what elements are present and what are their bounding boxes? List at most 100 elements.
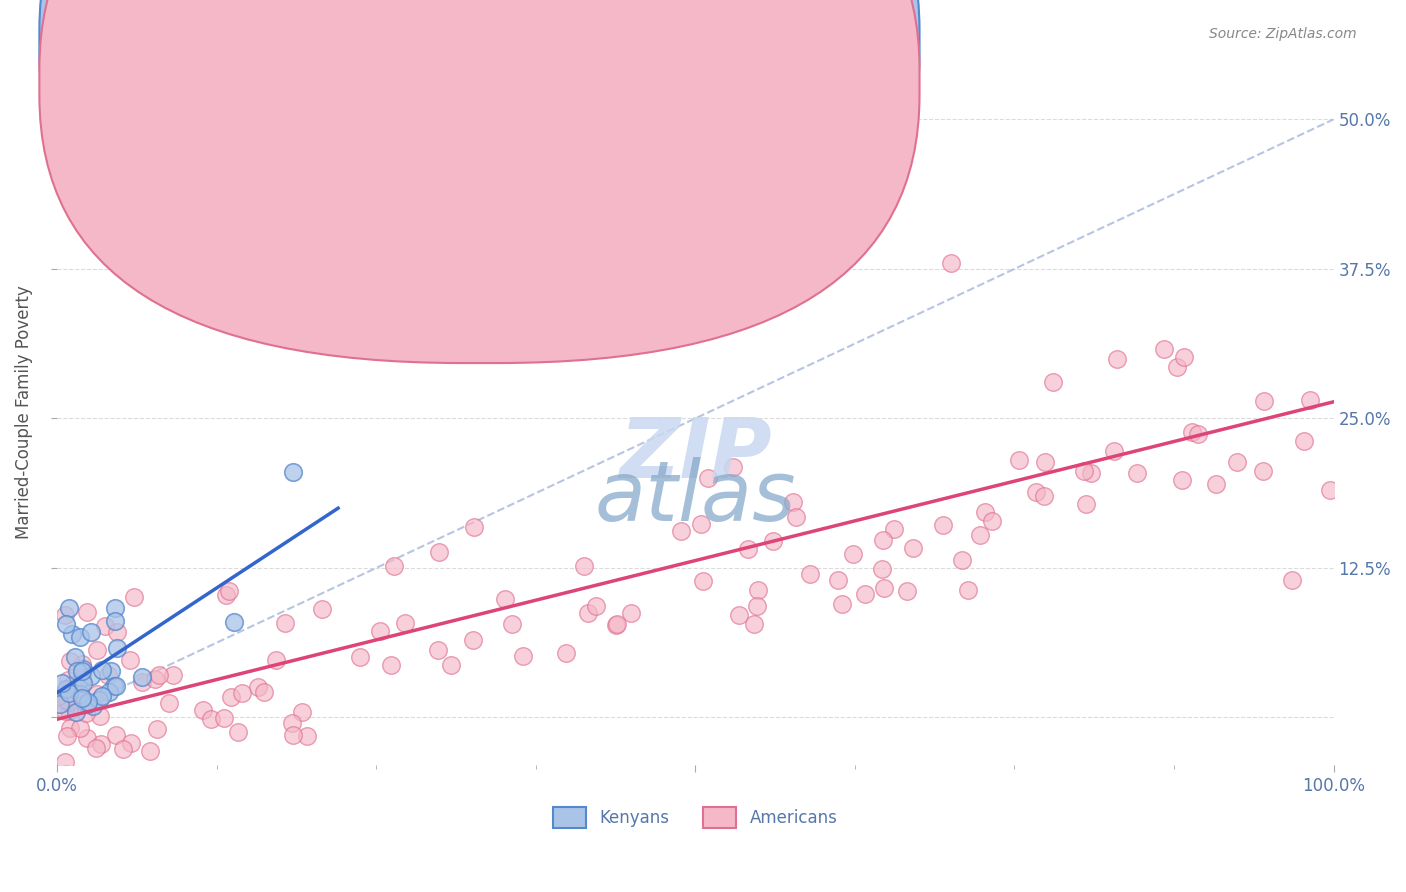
Point bbox=[721, 459, 744, 474]
Point bbox=[281, 716, 304, 731]
Point bbox=[841, 547, 863, 561]
Point bbox=[63, 650, 86, 665]
Point bbox=[512, 648, 534, 663]
Point bbox=[215, 588, 238, 602]
Point bbox=[222, 615, 245, 629]
Point bbox=[103, 679, 125, 693]
Point bbox=[246, 681, 269, 695]
Point bbox=[53, 755, 76, 769]
Point bbox=[53, 704, 76, 718]
Point bbox=[283, 728, 305, 742]
Point bbox=[69, 630, 91, 644]
Point bbox=[1105, 351, 1128, 366]
Point bbox=[218, 583, 240, 598]
Point bbox=[105, 625, 128, 640]
Point bbox=[104, 679, 127, 693]
Point bbox=[72, 662, 94, 676]
Point bbox=[76, 695, 98, 709]
Point bbox=[1292, 434, 1315, 448]
Point bbox=[1166, 359, 1188, 374]
Point bbox=[86, 643, 108, 657]
Point bbox=[782, 494, 804, 508]
Point bbox=[1205, 477, 1227, 491]
Point bbox=[97, 668, 120, 682]
Point bbox=[1033, 489, 1056, 503]
Point bbox=[80, 624, 103, 639]
Point bbox=[55, 692, 77, 706]
Point bbox=[231, 686, 253, 700]
Point bbox=[55, 693, 77, 707]
Point bbox=[1181, 425, 1204, 439]
Point bbox=[799, 566, 821, 581]
Point bbox=[748, 292, 770, 306]
Point bbox=[297, 729, 319, 743]
Point bbox=[59, 721, 82, 735]
Point bbox=[883, 522, 905, 536]
Point bbox=[872, 533, 894, 547]
Point bbox=[135, 770, 157, 784]
Point bbox=[582, 184, 605, 198]
Point bbox=[217, 770, 239, 784]
Point bbox=[838, 208, 860, 222]
Point bbox=[86, 687, 108, 701]
Point bbox=[1253, 393, 1275, 408]
Point bbox=[1319, 483, 1341, 498]
Point bbox=[1298, 392, 1320, 407]
Point bbox=[785, 509, 807, 524]
Point bbox=[349, 649, 371, 664]
Point bbox=[60, 626, 83, 640]
Point bbox=[427, 544, 450, 558]
Point bbox=[606, 616, 628, 631]
Point bbox=[58, 704, 80, 718]
Point bbox=[827, 573, 849, 587]
Point bbox=[124, 590, 146, 604]
Point bbox=[90, 689, 112, 703]
Point bbox=[103, 614, 125, 628]
Point bbox=[96, 770, 118, 784]
Point bbox=[145, 722, 167, 736]
Point bbox=[66, 664, 89, 678]
Point bbox=[53, 770, 76, 784]
Point bbox=[950, 553, 973, 567]
Point bbox=[80, 668, 103, 682]
Point bbox=[853, 586, 876, 600]
Point bbox=[55, 616, 77, 631]
Point bbox=[572, 559, 595, 574]
Point bbox=[440, 658, 463, 673]
Text: atlas: atlas bbox=[595, 457, 796, 538]
Point bbox=[75, 706, 97, 720]
Point bbox=[283, 465, 305, 479]
Point bbox=[1153, 343, 1175, 357]
Point bbox=[89, 709, 111, 723]
Point bbox=[82, 698, 104, 713]
Point bbox=[1073, 464, 1095, 478]
Point bbox=[162, 668, 184, 682]
Point bbox=[692, 574, 714, 588]
Point bbox=[728, 607, 751, 622]
Point bbox=[1080, 466, 1102, 480]
Point bbox=[104, 601, 127, 615]
Point bbox=[696, 471, 718, 485]
Point bbox=[1104, 443, 1126, 458]
Point bbox=[104, 728, 127, 742]
Point bbox=[58, 695, 80, 709]
Point bbox=[219, 690, 242, 705]
Point bbox=[212, 711, 235, 725]
Point bbox=[554, 646, 576, 660]
Point bbox=[60, 678, 83, 692]
Point bbox=[1281, 573, 1303, 587]
Point bbox=[870, 562, 893, 576]
Point bbox=[1187, 427, 1209, 442]
Point bbox=[896, 584, 918, 599]
Point bbox=[903, 541, 925, 555]
Point bbox=[494, 591, 516, 606]
Point bbox=[100, 665, 122, 679]
Point bbox=[1042, 376, 1064, 390]
Point bbox=[76, 697, 98, 711]
Point bbox=[169, 770, 191, 784]
Point bbox=[737, 542, 759, 557]
Point bbox=[69, 681, 91, 695]
Point bbox=[1126, 467, 1149, 481]
Point bbox=[58, 601, 80, 615]
Point bbox=[72, 676, 94, 690]
